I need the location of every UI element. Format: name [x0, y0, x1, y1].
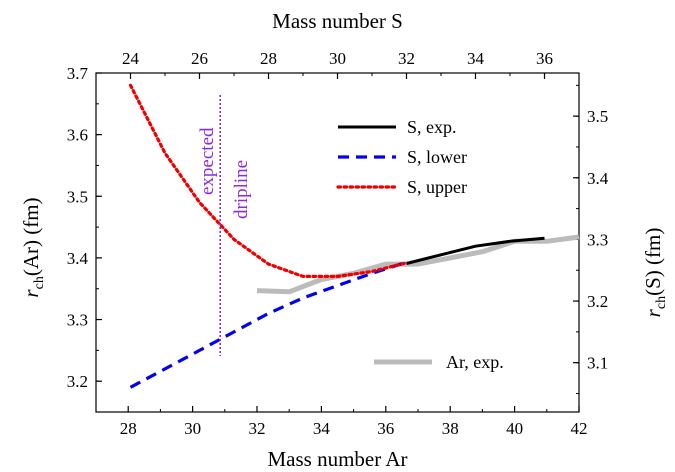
- x-top-tick-label: 24: [122, 49, 140, 68]
- legend-label: S, upper: [407, 177, 467, 197]
- annotation-line-2: dripline: [231, 160, 252, 219]
- y-right-tick-label: 3.3: [587, 230, 608, 249]
- y-left-tick-label: 3.7: [67, 64, 89, 83]
- y-axis-right-title: rch(S) (fm): [641, 228, 669, 318]
- x-bottom-tick-label: 38: [442, 419, 459, 438]
- x-top-tick-label: 34: [467, 49, 485, 68]
- x-bottom-tick-label: 36: [377, 419, 394, 438]
- x-bottom-tick-label: 32: [249, 419, 266, 438]
- y-right-label-sub: ch: [654, 296, 669, 309]
- y-left-tick-label: 3.3: [67, 311, 88, 330]
- annotation-line-1: expected: [197, 127, 218, 195]
- series-line-s-lower: [129, 260, 407, 389]
- x-bottom-tick-label: 40: [506, 419, 523, 438]
- x-bottom-tick-label: 30: [184, 419, 201, 438]
- x-axis-bottom-title: Mass number Ar: [268, 447, 408, 471]
- y-right-tick-label: 3.4: [587, 169, 609, 188]
- axis-ticks: 28 30 32 34 36 38 40 42 24 26 28 30 32 34 36 3.2 3.3 3.4 3…: [67, 49, 609, 438]
- x-bottom-tick-label: 34: [313, 419, 331, 438]
- legend-label: S, exp.: [407, 117, 457, 137]
- y-axis-left-title: rch(Ar) (fm): [19, 197, 47, 297]
- y-left-tick-label: 3.5: [67, 187, 88, 206]
- series-lines: [128, 83, 580, 389]
- y-right-label-rest: (S) (fm): [641, 228, 665, 296]
- y-left-tick-label: 3.6: [67, 126, 88, 145]
- y-right-label-main: r: [641, 308, 665, 317]
- legend-label: Ar, exp.: [446, 352, 504, 372]
- x-top-tick-label: 36: [536, 49, 553, 68]
- x-bottom-tick-label: 28: [120, 419, 137, 438]
- series-line-s-upper: [128, 83, 409, 278]
- dripline-annotation: expected dripline: [197, 95, 252, 356]
- legend: S, exp. S, lower S, upper Ar, exp.: [336, 117, 504, 372]
- y-right-tick-label: 3.2: [587, 292, 608, 311]
- y-left-label-sub: ch: [32, 276, 47, 289]
- series-line-s-exp: [406, 236, 545, 265]
- y-left-tick-label: 3.2: [67, 372, 88, 391]
- x-bottom-tick-label: 42: [571, 419, 588, 438]
- y-left-label-main: r: [19, 289, 43, 298]
- x-axis-top-title: Mass number S: [272, 9, 403, 33]
- y-left-tick-label: 3.4: [67, 249, 89, 268]
- x-top-tick-label: 32: [398, 49, 415, 68]
- series-line-ar-exp: [256, 234, 580, 295]
- legend-label: S, lower: [407, 147, 467, 167]
- x-top-tick-label: 30: [329, 49, 346, 68]
- y-right-tick-label: 3.1: [587, 354, 608, 373]
- x-top-tick-label: 28: [260, 49, 277, 68]
- y-left-label-rest: (Ar) (fm): [19, 197, 43, 276]
- y-right-tick-label: 3.5: [587, 107, 608, 126]
- x-top-tick-label: 26: [191, 49, 208, 68]
